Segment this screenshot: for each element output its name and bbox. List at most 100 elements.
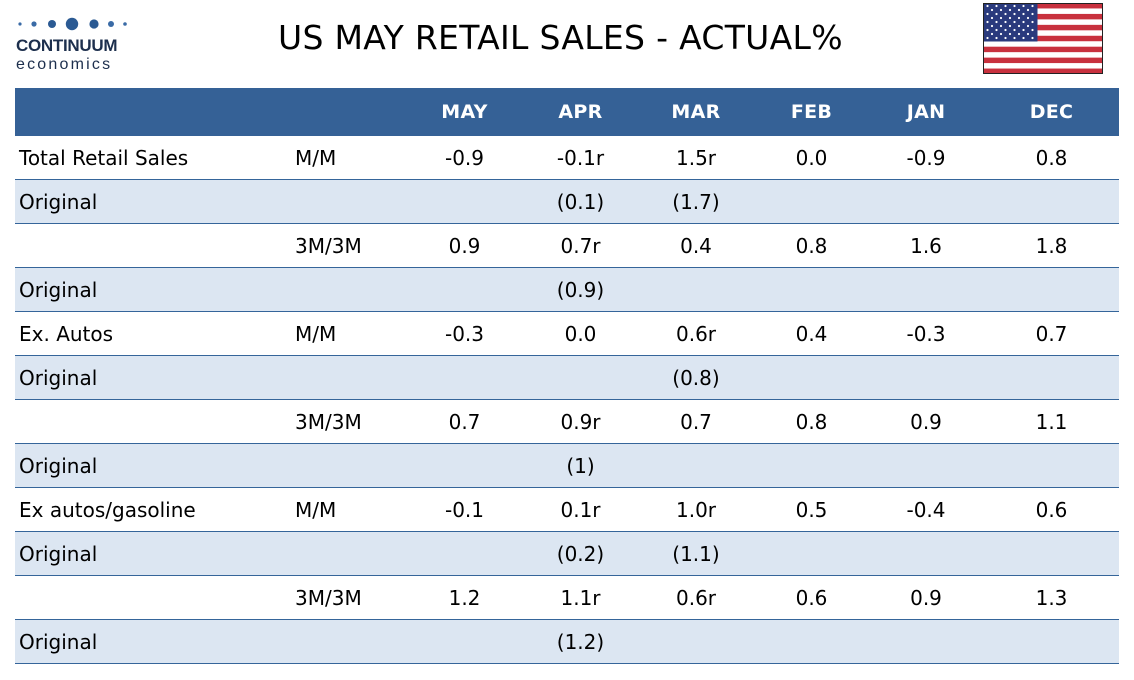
- row-label: [15, 399, 295, 444]
- cell-value: (0.1): [524, 179, 637, 224]
- cell-value: (0.9): [524, 267, 637, 312]
- cell-value: 0.8: [984, 136, 1119, 180]
- row-measure: [295, 179, 405, 224]
- cell-value: [524, 355, 637, 400]
- retail-sales-table: MAY APR MAR FEB JAN DEC Total Retail Sal…: [15, 88, 1119, 664]
- cell-value: 0.9r: [524, 399, 637, 444]
- cell-value: 0.0: [524, 311, 637, 356]
- cell-value: [984, 531, 1119, 576]
- row-measure: 3M/3M: [295, 399, 405, 444]
- table-row: 3M/3M 1.2 1.1r 0.6r 0.6 0.9 1.3: [15, 575, 1119, 620]
- cell-value: [868, 443, 984, 488]
- table-row: Original (0.9): [15, 267, 1119, 312]
- cell-value: -0.3: [405, 311, 524, 356]
- row-measure: 3M/3M: [295, 223, 405, 268]
- cell-value: 1.6: [868, 223, 984, 268]
- cell-value: 1.3: [984, 575, 1119, 620]
- cell-value: 0.4: [637, 223, 755, 268]
- cell-value: [755, 179, 868, 224]
- row-label: Original: [15, 443, 295, 488]
- cell-value: -0.1: [405, 487, 524, 532]
- table-row: Ex autos/gasoline M/M -0.1 0.1r 1.0r 0.5 -0.4 0…: [15, 487, 1119, 532]
- cell-value: -0.4: [868, 487, 984, 532]
- cell-value: (1.1): [637, 531, 755, 576]
- table-row: 3M/3M 0.7 0.9r 0.7 0.8 0.9 1.1: [15, 399, 1119, 444]
- row-label: Original: [15, 619, 295, 664]
- cell-value: 0.6r: [637, 311, 755, 356]
- row-measure: [295, 355, 405, 400]
- row-measure: 3M/3M: [295, 575, 405, 620]
- cell-value: 1.1: [984, 399, 1119, 444]
- cell-value: (1.7): [637, 179, 755, 224]
- table-row: Original (1.2): [15, 619, 1119, 664]
- cell-value: (0.2): [524, 531, 637, 576]
- row-measure: [295, 443, 405, 488]
- cell-value: -0.3: [868, 311, 984, 356]
- header-row: MAY APR MAR FEB JAN DEC: [15, 88, 1119, 136]
- table-row: Original (0.2) (1.1): [15, 531, 1119, 576]
- logo-line1: CONTINUUM: [16, 36, 118, 55]
- cell-value: [755, 355, 868, 400]
- header-measure: [295, 88, 405, 136]
- cell-value: [405, 531, 524, 576]
- row-label: Original: [15, 267, 295, 312]
- row-label: Original: [15, 179, 295, 224]
- row-measure: M/M: [295, 136, 405, 180]
- cell-value: [637, 619, 755, 664]
- cell-value: 0.0: [755, 136, 868, 180]
- cell-value: [984, 443, 1119, 488]
- cell-value: 0.6: [755, 575, 868, 620]
- table-row: Original (1): [15, 443, 1119, 488]
- cell-value: 1.2: [405, 575, 524, 620]
- row-label: [15, 575, 295, 620]
- cell-value: 1.0r: [637, 487, 755, 532]
- cell-value: -0.9: [868, 136, 984, 180]
- page-title: US MAY RETAIL SALES - ACTUAL%: [278, 18, 843, 57]
- cell-value: 0.8: [755, 223, 868, 268]
- header-label: [15, 88, 295, 136]
- cell-value: 0.4: [755, 311, 868, 356]
- cell-value: [755, 531, 868, 576]
- cell-value: [868, 619, 984, 664]
- table-row: Total Retail Sales M/M -0.9 -0.1r 1.5r 0.0 -0.…: [15, 136, 1119, 180]
- cell-value: [868, 179, 984, 224]
- cell-value: [868, 531, 984, 576]
- cell-value: 0.9: [405, 223, 524, 268]
- header-jan: JAN: [868, 88, 984, 136]
- row-label: Ex. Autos: [15, 311, 295, 356]
- cell-value: -0.9: [405, 136, 524, 180]
- cell-value: [984, 355, 1119, 400]
- cell-value: 0.7: [984, 311, 1119, 356]
- logo-line2: economics: [16, 56, 113, 73]
- table-row: Original (0.8): [15, 355, 1119, 400]
- cell-value: 1.5r: [637, 136, 755, 180]
- row-measure: M/M: [295, 487, 405, 532]
- cell-value: [405, 443, 524, 488]
- cell-value: [755, 267, 868, 312]
- cell-value: [984, 179, 1119, 224]
- cell-value: [755, 619, 868, 664]
- header-dec: DEC: [984, 88, 1119, 136]
- cell-value: 0.6: [984, 487, 1119, 532]
- cell-value: [868, 355, 984, 400]
- cell-value: 1.1r: [524, 575, 637, 620]
- row-measure: [295, 267, 405, 312]
- dots-icon: [18, 17, 127, 31]
- table-row: Original (0.1) (1.7): [15, 179, 1119, 224]
- header-mar: MAR: [637, 88, 755, 136]
- row-measure: [295, 619, 405, 664]
- row-label: [15, 223, 295, 268]
- cell-value: [405, 179, 524, 224]
- cell-value: [405, 619, 524, 664]
- cell-value: 0.5: [755, 487, 868, 532]
- row-measure: [295, 531, 405, 576]
- row-label: Original: [15, 355, 295, 400]
- us-flag-icon: [983, 3, 1103, 74]
- cell-value: 0.9: [868, 575, 984, 620]
- cell-value: 1.8: [984, 223, 1119, 268]
- cell-value: 0.1r: [524, 487, 637, 532]
- cell-value: [405, 355, 524, 400]
- cell-value: -0.1r: [524, 136, 637, 180]
- table-row: Ex. Autos M/M -0.3 0.0 0.6r 0.4 -0.3 0.7: [15, 311, 1119, 356]
- cell-value: [984, 619, 1119, 664]
